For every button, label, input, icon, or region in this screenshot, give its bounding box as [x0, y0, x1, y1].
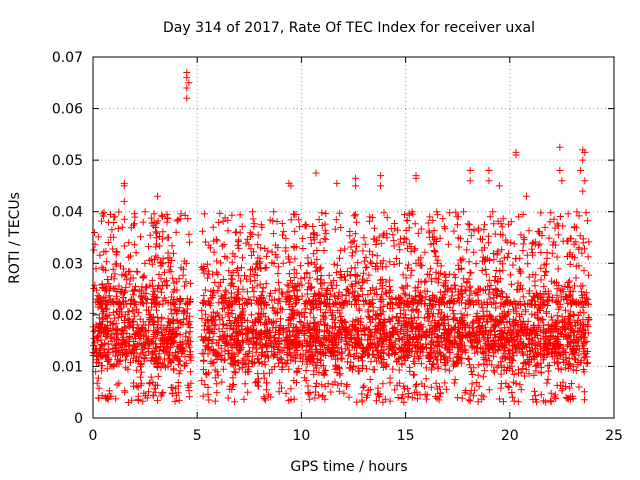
data-point-outlier [556, 166, 564, 174]
x-tick-label: 0 [89, 428, 98, 444]
data-point-outlier [466, 166, 474, 174]
y-tick-label: 0.02 [52, 308, 83, 324]
y-tick-label: 0 [74, 411, 83, 427]
y-tick-label: 0.05 [52, 153, 83, 169]
data-point-outlier [185, 79, 193, 87]
x-tick-label: 5 [193, 428, 202, 444]
y-tick-label: 0.04 [52, 205, 83, 221]
data-point-outlier [466, 177, 474, 185]
data-point-outlier [154, 192, 162, 200]
y-tick-label: 0.01 [52, 359, 83, 375]
data-point-outlier [512, 151, 520, 159]
data-points [89, 68, 593, 406]
x-tick-label: 25 [605, 428, 623, 444]
x-axis-label: GPS time / hours [290, 459, 407, 475]
data-point-outlier [183, 74, 191, 82]
axis-ticks: 0 0.01 0.02 0.03 0.04 0.05 0.06 0.07 0 5 10 15 20 25 [52, 50, 623, 444]
plot-frame [92, 56, 615, 419]
data-point-outlier [412, 174, 420, 182]
data-point-outlier [377, 172, 385, 180]
data-point-outlier [556, 143, 564, 151]
data-point-outlier [333, 179, 341, 187]
chart-title: Day 314 of 2017, Rate Of TEC Index for r… [163, 20, 535, 36]
data-point-outlier [522, 192, 530, 200]
data-point-outlier [312, 169, 320, 177]
data-point-outlier [120, 197, 128, 205]
data-point-outlier [485, 177, 493, 185]
data-point-outlier [433, 208, 441, 216]
data-point-outlier [352, 174, 360, 182]
data-point-outlier [579, 156, 587, 164]
data-point-outlier [120, 182, 128, 190]
data-point-outlier [581, 177, 589, 185]
x-tick-label: 20 [501, 428, 519, 444]
data-point-outlier [495, 182, 503, 190]
data-point-outlier [485, 166, 493, 174]
x-tick-label: 15 [397, 428, 415, 444]
y-tick-label: 0.03 [52, 256, 83, 272]
data-point-outlier [183, 94, 191, 102]
y-tick-label: 0.07 [52, 50, 83, 66]
data-point-outlier [577, 166, 585, 174]
data-point-outlier [581, 148, 589, 156]
data-point-outlier [558, 177, 566, 185]
data-point-outlier [183, 84, 191, 92]
y-axis-label: ROTI / TECUs [7, 192, 23, 284]
data-point-outlier [352, 182, 360, 190]
data-point-outlier [377, 182, 385, 190]
data-point-outlier [287, 182, 295, 190]
data-point-outlier [579, 187, 587, 195]
x-tick-label: 10 [292, 428, 310, 444]
y-tick-label: 0.06 [52, 102, 83, 118]
data-point-outlier [141, 208, 149, 216]
data-point-cloud [89, 208, 593, 406]
